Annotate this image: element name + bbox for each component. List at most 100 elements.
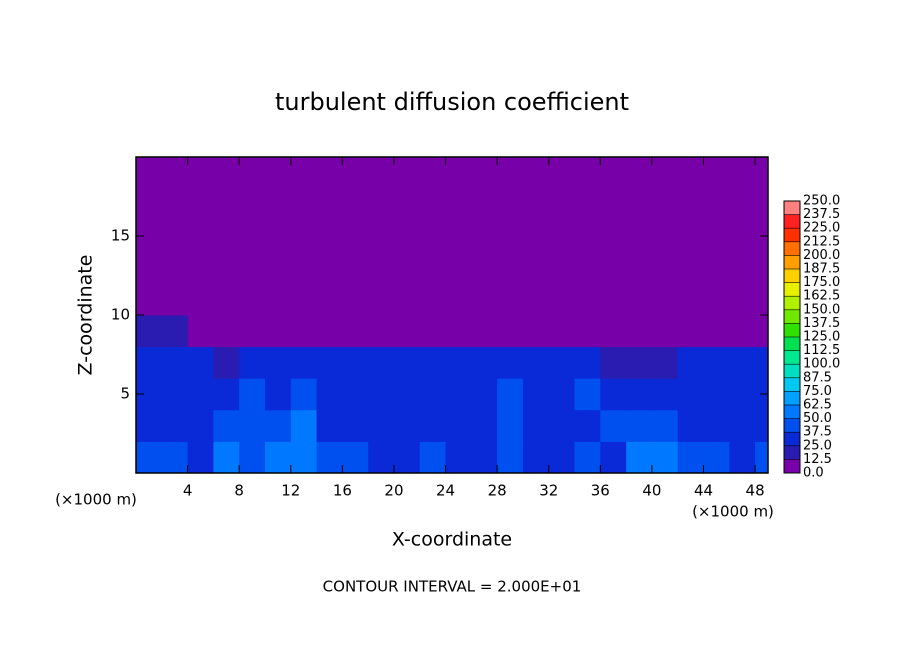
heatmap-cell [342, 441, 369, 473]
heatmap-cell [677, 188, 705, 221]
heatmap-cell [755, 251, 768, 284]
heatmap-cell [264, 378, 292, 411]
heatmap-cell [755, 409, 768, 442]
x-tick-label: 8 [234, 482, 244, 500]
heatmap-cell [600, 188, 627, 221]
colorbar-swatch [784, 201, 800, 215]
heatmap-cell [471, 441, 498, 473]
heatmap-cell [213, 220, 240, 253]
heatmap-cell [161, 315, 189, 348]
heatmap-cell [290, 283, 318, 316]
colorbar-label: 75.0 [803, 384, 832, 399]
heatmap-cell [136, 157, 163, 190]
heatmap-cell [187, 251, 214, 284]
colorbar-swatch [784, 241, 800, 256]
heatmap-cell [419, 188, 447, 221]
heatmap-cell [471, 346, 498, 379]
heatmap-cell [651, 346, 679, 379]
heatmap-cell [136, 346, 163, 379]
x-unit-label: (×1000 m) [692, 503, 774, 521]
heatmap-cell [677, 220, 705, 253]
heatmap-cell [522, 220, 550, 253]
heatmap-cell [445, 188, 472, 221]
heatmap-cell [419, 220, 447, 253]
heatmap-cell [626, 441, 653, 473]
colorbar-label: 162.5 [803, 289, 840, 304]
x-tick-label: 48 [746, 482, 765, 500]
heatmap-cell [187, 441, 214, 473]
heatmap-cell [187, 378, 214, 411]
colorbar-label: 37.5 [803, 425, 832, 440]
heatmap-cell [187, 157, 214, 190]
footer-note: CONTOUR INTERVAL = 2.000E+01 [323, 578, 582, 596]
x-tick-label: 44 [694, 482, 713, 500]
heatmap-cell [239, 315, 266, 348]
heatmap-cell [290, 378, 318, 411]
heatmap-cell [600, 157, 627, 190]
heatmap-cell [497, 157, 524, 190]
heatmap-cell [626, 220, 653, 253]
heatmap-cell [213, 441, 240, 473]
heatmap-cell [729, 251, 756, 284]
heatmap-cell [522, 188, 550, 221]
heatmap-cell [187, 188, 214, 221]
heatmap-cell [626, 188, 653, 221]
heatmap-cell [497, 378, 524, 411]
heatmap-cell [445, 283, 472, 316]
heatmap-cell [703, 409, 730, 442]
heatmap-cell [393, 409, 421, 442]
colorbar-label: 187.5 [803, 262, 840, 277]
heatmap-cell [213, 378, 240, 411]
heatmap-cell [677, 157, 705, 190]
heatmap-cell [368, 220, 395, 253]
heatmap-cell [161, 346, 189, 379]
heatmap-cell [600, 315, 627, 348]
colorbar-label: 25.0 [803, 438, 832, 453]
heatmap-cell [368, 283, 395, 316]
heatmap-cell [600, 441, 627, 473]
heatmap-cell [136, 315, 163, 348]
heatmap-cell [755, 346, 768, 379]
heatmap-cell [290, 188, 318, 221]
heatmap-cell [316, 409, 343, 442]
heatmap-cell [290, 441, 318, 473]
heatmap-cell [703, 378, 730, 411]
colorbar-label: 50.0 [803, 411, 832, 426]
heatmap-cell [239, 251, 266, 284]
heatmap-cell [471, 220, 498, 253]
x-tick-label: 12 [281, 482, 300, 500]
colorbar-swatch [784, 296, 800, 310]
heatmap-cell [393, 441, 421, 473]
y-tick-label: 10 [111, 306, 130, 324]
heatmap-cell [161, 220, 189, 253]
heatmap-cell [522, 315, 550, 348]
heatmap-cell [213, 283, 240, 316]
x-tick-label: 32 [539, 482, 558, 500]
heatmap-cell [677, 283, 705, 316]
heatmap-cell [548, 220, 576, 253]
colorbar-label: 175.0 [803, 275, 840, 290]
colorbar-label: 112.5 [803, 343, 840, 358]
colorbar-label: 250.0 [803, 194, 840, 209]
colorbar-label: 87.5 [803, 370, 832, 385]
heatmap-cell [729, 409, 756, 442]
heatmap-cell [729, 188, 756, 221]
heatmap-cell [161, 157, 189, 190]
heatmap-cell [729, 283, 756, 316]
colorbar-swatch [784, 350, 800, 365]
colorbar-swatch [784, 364, 800, 378]
heatmap-cell [548, 378, 576, 411]
heatmap-cell [497, 283, 524, 316]
heatmap-cell [574, 188, 601, 221]
heatmap-cell [290, 315, 318, 348]
heatmap-cell [497, 441, 524, 473]
heatmap-cell [342, 220, 369, 253]
heatmap-cell [368, 441, 395, 473]
heatmap-cell [136, 409, 163, 442]
heatmap-cell [316, 378, 343, 411]
heatmap-cell [161, 409, 189, 442]
heatmap-cell [264, 220, 292, 253]
heatmap-cell [187, 346, 214, 379]
heatmap-cell [264, 315, 292, 348]
heatmap-cell [626, 378, 653, 411]
